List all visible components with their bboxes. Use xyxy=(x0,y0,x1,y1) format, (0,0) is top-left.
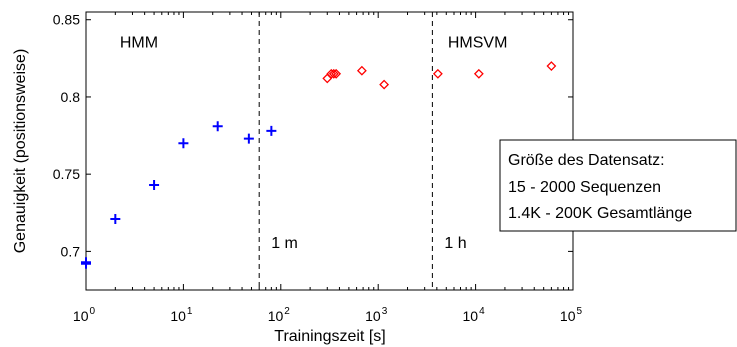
y-axis-label: Genauigkeit (positionsweise) xyxy=(12,49,29,254)
x-tick-exponent: 0 xyxy=(90,306,96,317)
region-label: HMSVM xyxy=(448,34,508,51)
hmm-point xyxy=(110,213,121,224)
hmm-point xyxy=(212,121,223,132)
reference-line-label: 1 m xyxy=(271,235,298,252)
info-box-frame xyxy=(499,139,737,232)
hmm-point xyxy=(243,133,254,144)
y-tick-label: 0.75 xyxy=(53,166,80,182)
x-axis-label: Trainingszeit [s] xyxy=(274,328,385,345)
y-tick-label: 0.7 xyxy=(61,243,81,259)
hmm-point xyxy=(178,138,189,149)
y-tick-label: 0.85 xyxy=(53,12,80,28)
hmsvm-point xyxy=(379,79,390,90)
x-tick-label: 103 xyxy=(365,306,388,324)
x-tick-exponent: 1 xyxy=(187,306,193,317)
x-tick-label: 102 xyxy=(268,306,291,324)
annotations: 1 m 1 h HMM HMSVM xyxy=(120,34,508,252)
hmm-point xyxy=(266,125,277,136)
info-box-line-2: 15 - 2000 Sequenzen xyxy=(508,179,661,196)
region-label: HMM xyxy=(120,34,158,51)
reference-lines xyxy=(258,12,433,290)
info-box-line-1: Größe des Datensatz: xyxy=(508,152,665,169)
x-tick-label: 100 xyxy=(73,306,96,324)
info-box: Größe des Datensatz: 15 - 2000 Sequenzen… xyxy=(499,139,737,232)
x-tick-exponent: 4 xyxy=(479,306,485,317)
hmsvm-point xyxy=(432,68,443,79)
x-tick-label: 105 xyxy=(560,306,583,324)
x-tick-exponent: 3 xyxy=(382,306,388,317)
data-points xyxy=(81,61,557,269)
hmm-point xyxy=(81,258,91,269)
x-tick-label: 104 xyxy=(463,306,486,324)
hmsvm-point xyxy=(546,61,557,71)
x-tick-exponent: 5 xyxy=(577,306,583,317)
y-tick-label: 0.8 xyxy=(61,89,81,105)
hmsvm-point xyxy=(331,68,342,79)
hmsvm-point xyxy=(328,68,339,79)
hmsvm-point xyxy=(473,68,484,79)
reference-line-label: 1 h xyxy=(444,235,466,252)
info-box-line-3: 1.4K - 200K Gesamtlänge xyxy=(508,205,692,222)
hmm-point xyxy=(149,179,160,190)
x-tick-label: 101 xyxy=(170,306,193,324)
x-tick-exponent: 2 xyxy=(284,306,290,317)
hmsvm-point xyxy=(322,73,333,84)
hmsvm-point xyxy=(356,65,367,76)
